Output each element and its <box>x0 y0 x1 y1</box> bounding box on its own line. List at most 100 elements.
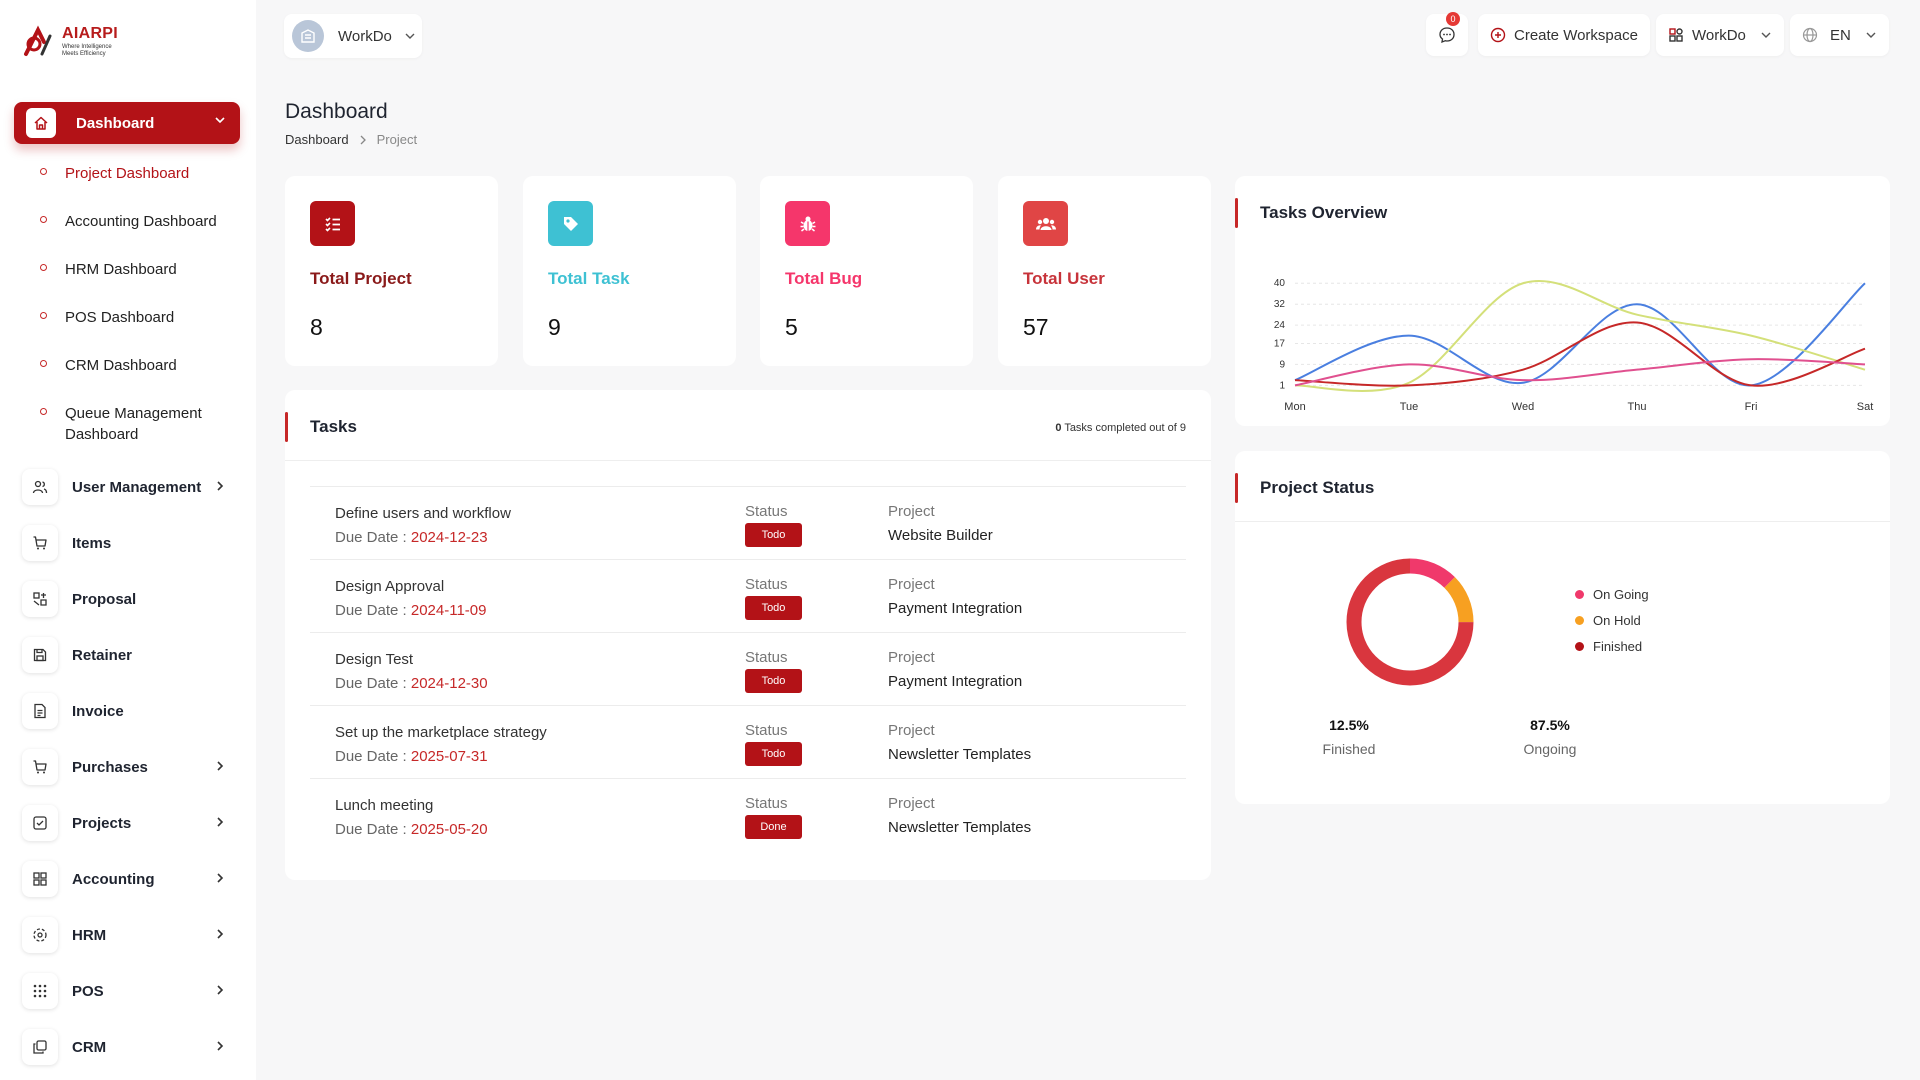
sub-item-accounting-dashboard[interactable]: Accounting Dashboard <box>40 211 225 232</box>
task-name[interactable]: Design Test <box>335 651 414 668</box>
bullet-icon <box>40 216 47 223</box>
hrm-icon <box>22 917 58 953</box>
sub-item-label: Accounting Dashboard <box>65 213 217 230</box>
sub-item-crm-dashboard[interactable]: CRM Dashboard <box>40 355 225 376</box>
brand-name: AIARPI <box>62 25 119 42</box>
stat-card-total-user[interactable]: Total User 57 <box>998 176 1211 366</box>
due-prefix: Due Date : <box>335 529 411 546</box>
workspace-switcher[interactable]: WorkDo <box>284 14 422 58</box>
table-row[interactable]: Lunch meeting Due Date : 2025-05-20 Status… <box>310 778 1186 851</box>
project-name: Newsletter Templates <box>888 746 1032 763</box>
chevron-right-icon <box>217 817 224 827</box>
series-line-4 <box>1294 358 1866 387</box>
sidebar-item-projects[interactable]: Projects <box>22 805 236 841</box>
bullet-icon <box>40 408 47 415</box>
page-title: Dashboard <box>285 100 388 123</box>
y-tick-label: 1 <box>1279 380 1285 391</box>
table-row[interactable]: Design Test Due Date : 2024-12-30 Status To… <box>310 632 1186 705</box>
legend-label: On Going <box>1593 586 1649 602</box>
status-badge: Todo <box>745 669 802 693</box>
project-label: Project <box>888 722 935 739</box>
workspace-menu-label: WorkDo <box>1692 26 1746 44</box>
x-tick-label: Wed <box>1512 401 1534 413</box>
sub-item-label: HRM Dashboard <box>65 261 177 278</box>
due-prefix: Due Date : <box>335 821 411 838</box>
plus-circle-icon <box>1490 27 1506 43</box>
legend-item[interactable]: On Going <box>1575 581 1649 607</box>
globe-icon <box>1802 27 1818 43</box>
sidebar-item-items[interactable]: Items <box>22 525 236 561</box>
stat-card-total-task[interactable]: Total Task 9 <box>523 176 736 366</box>
table-row[interactable]: Set up the marketplace strategy Due Date … <box>310 705 1186 778</box>
bullet-icon <box>40 312 47 319</box>
task-due-date: Due Date : 2025-07-31 <box>335 748 488 765</box>
sidebar-item-crm[interactable]: CRM <box>22 1029 236 1065</box>
series-line-1 <box>1294 282 1866 387</box>
sub-item-label: CRM Dashboard <box>65 357 177 374</box>
table-row[interactable]: Define users and workflow Due Date : 2024… <box>310 486 1186 559</box>
stat-card-total-project[interactable]: Total Project 8 <box>285 176 498 366</box>
proposal-icon <box>22 581 58 617</box>
brand-logo[interactable]: AIARPI Where Intelligence Meets Efficien… <box>22 24 122 60</box>
status-badge: Todo <box>745 596 802 620</box>
task-name[interactable]: Set up the marketplace strategy <box>335 724 547 741</box>
create-workspace-label: Create Workspace <box>1514 26 1638 44</box>
sidebar-item-retainer[interactable]: Retainer <box>22 637 236 673</box>
sidebar-item-label: User Management <box>72 478 202 496</box>
project-label: Project <box>888 576 935 593</box>
sidebar-item-label: Accounting <box>72 870 155 888</box>
series-line-2 <box>1294 280 1866 392</box>
sidebar-item-accounting[interactable]: Accounting <box>22 861 236 897</box>
overview-title: Tasks Overview <box>1260 203 1388 222</box>
workspace-avatar <box>292 20 324 52</box>
sub-item-hrm-dashboard[interactable]: HRM Dashboard <box>40 259 225 280</box>
sidebar-item-proposal[interactable]: Proposal <box>22 581 236 617</box>
list-icon <box>310 201 355 246</box>
task-name[interactable]: Lunch meeting <box>335 797 434 814</box>
sidebar-item-invoice[interactable]: Invoice <box>22 693 236 729</box>
legend-swatch <box>1575 641 1584 651</box>
chevron-right-icon <box>217 929 224 939</box>
sidebar-item-hrm[interactable]: HRM <box>22 917 236 953</box>
language-selector[interactable]: EN <box>1790 14 1889 56</box>
status-badge: Todo <box>745 523 802 547</box>
card-header: Tasks <box>285 412 357 442</box>
legend-item[interactable]: Finished <box>1575 633 1649 659</box>
tasks-overview-chart: 1 9 17 24 32 40 Mon Tue Wed Thu Fri Sat <box>1274 278 1873 413</box>
stat-label: Total Task <box>548 269 630 288</box>
tasks-title: Tasks <box>310 417 357 436</box>
sub-item-project-dashboard[interactable]: Project Dashboard <box>40 163 225 184</box>
sidebar-item-pos[interactable]: POS <box>22 973 236 1009</box>
sidebar-item-label: Purchases <box>72 758 148 776</box>
chevron-down-icon <box>1761 32 1771 38</box>
sidebar-item-purchases[interactable]: Purchases <box>22 749 236 785</box>
stat-value: 57 <box>1023 314 1049 340</box>
sub-item-label: Project Dashboard <box>65 165 190 182</box>
completed-text: Tasks completed out of 9 <box>1064 422 1186 434</box>
percent-label: Finished <box>1322 741 1376 757</box>
due-prefix: Due Date : <box>335 602 411 619</box>
workspace-menu[interactable]: WorkDo <box>1656 14 1784 56</box>
create-workspace-button[interactable]: Create Workspace <box>1478 14 1650 56</box>
breadcrumb-dashboard[interactable]: Dashboard <box>285 132 349 147</box>
task-name[interactable]: Define users and workflow <box>335 505 511 522</box>
chevron-right-icon <box>217 481 224 491</box>
y-tick-label: 9 <box>1279 359 1285 370</box>
donut-slice-finished[interactable] <box>1346 558 1474 686</box>
sidebar-item-label: Items <box>72 534 112 552</box>
task-name[interactable]: Design Approval <box>335 578 445 595</box>
messages-button[interactable]: 0 <box>1426 12 1468 56</box>
tag-icon <box>548 201 593 246</box>
legend-item[interactable]: On Hold <box>1575 607 1649 633</box>
sub-item-pos-dashboard[interactable]: POS Dashboard <box>40 307 225 328</box>
stat-card-total-bug[interactable]: Total Bug 5 <box>760 176 973 366</box>
sub-item-queue-dashboard[interactable]: Queue Management Dashboard <box>40 403 225 445</box>
status-badge: Todo <box>745 742 802 766</box>
donut-slice-on-hold[interactable] <box>1346 558 1474 686</box>
sidebar-item-dashboard[interactable]: Dashboard <box>14 102 240 144</box>
breadcrumb: Dashboard Project <box>285 132 417 147</box>
table-row[interactable]: Design Approval Due Date : 2024-11-09 Stat… <box>310 559 1186 632</box>
sidebar-item-user-management[interactable]: User Management <box>22 469 236 505</box>
card-header: Project Status <box>1235 473 1374 503</box>
x-tick-label: Tue <box>1400 401 1419 413</box>
